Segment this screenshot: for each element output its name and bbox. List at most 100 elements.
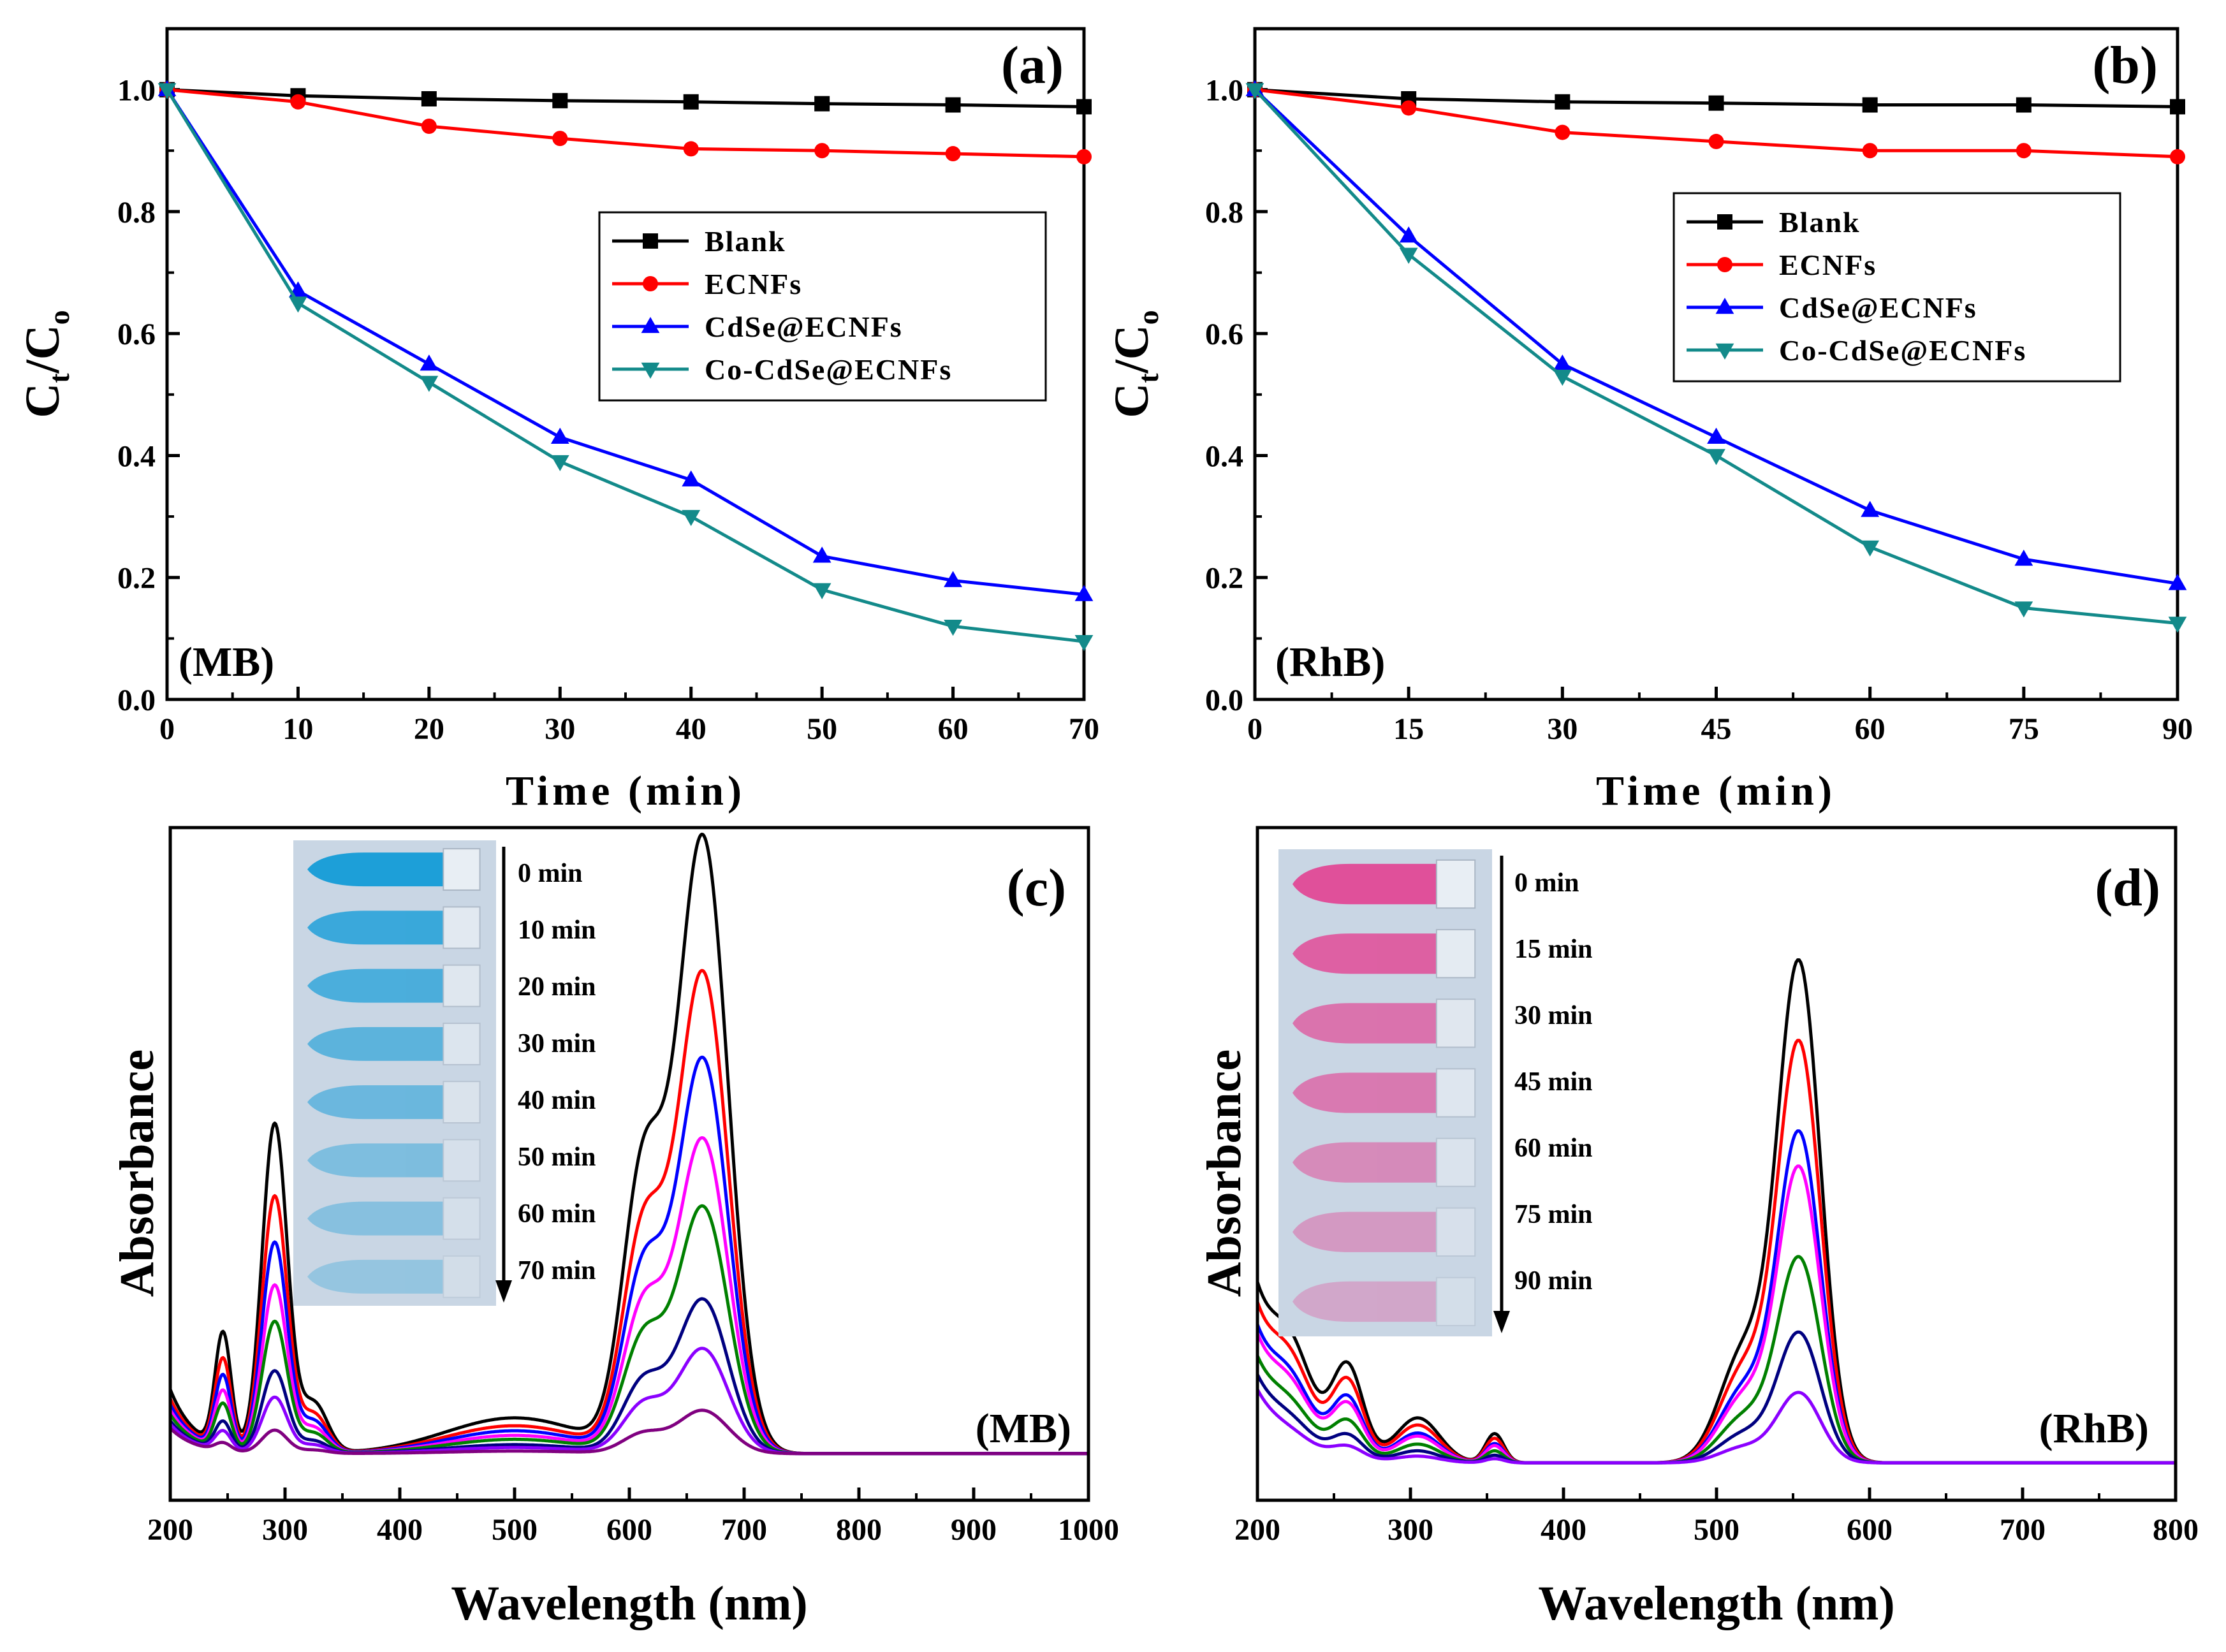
y-tick-label: 0.6 xyxy=(1205,318,1243,351)
data-point xyxy=(1401,100,1417,116)
arrow-head-icon xyxy=(495,1280,512,1303)
vial-solution xyxy=(1292,1211,1437,1252)
y-axis-title: Absorbance xyxy=(1197,1049,1251,1297)
x-tick-label: 1000 xyxy=(1058,1513,1119,1547)
data-point xyxy=(1861,540,1880,557)
x-tick-label: 800 xyxy=(836,1513,882,1547)
time-label: 45 min xyxy=(1514,1067,1593,1097)
data-point xyxy=(1245,83,1264,99)
legend-marker xyxy=(641,362,660,379)
data-point xyxy=(682,470,701,486)
x-tick-label: 50 xyxy=(807,712,837,746)
x-tick-label: 60 xyxy=(938,712,969,746)
y-tick-label: 0.0 xyxy=(1205,683,1243,717)
y-tick-label: 0.2 xyxy=(117,562,156,596)
vial-icon xyxy=(1292,998,1476,1048)
vial-solution xyxy=(1292,1003,1437,1044)
x-tick-label: 30 xyxy=(545,712,575,746)
y-title-sub-o: o xyxy=(1132,310,1164,325)
time-label: 60 min xyxy=(1514,1134,1593,1163)
data-point xyxy=(2016,143,2032,159)
data-point xyxy=(550,455,569,472)
panel-b-degradation-rhb: 0.0 0.2 0.4 0.6 0.8 1.0 0 15 30 45 60 75 90 Blank EC… xyxy=(1105,27,2193,814)
y-axis-title: Ct/Co xyxy=(16,310,75,418)
x-tick-label: 800 xyxy=(2153,1513,2199,1547)
vial-icon xyxy=(307,1139,481,1182)
x-tick-label: 30 xyxy=(1547,712,1578,746)
data-point xyxy=(1553,355,1572,371)
data-point xyxy=(944,620,962,636)
x-ticks: 200 300 400 500 600 700 800 900 1000 xyxy=(147,1488,1119,1547)
vial-solution xyxy=(307,1027,444,1061)
x-tick-label: 900 xyxy=(951,1513,997,1547)
vial-cap xyxy=(1435,859,1476,909)
vial-icon xyxy=(307,906,481,949)
data-point xyxy=(2016,97,2032,113)
x-tick-label: 75 xyxy=(2009,712,2039,746)
x-tick-label: 20 xyxy=(414,712,444,746)
vial-icon xyxy=(307,964,481,1007)
y-tick-label: 1.0 xyxy=(117,74,156,108)
vial-cap xyxy=(443,1022,481,1065)
x-tick-label: 500 xyxy=(1694,1513,1739,1547)
vial-icon xyxy=(1292,1207,1476,1257)
y-tick-label: 0.0 xyxy=(117,683,156,717)
data-point xyxy=(1074,634,1094,652)
vial-icon xyxy=(1292,859,1476,909)
vial-solution xyxy=(307,1143,444,1178)
data-point xyxy=(1861,501,1880,517)
data-point xyxy=(420,376,439,392)
legend-label: Co-CdSe@ECNFs xyxy=(705,353,952,386)
data-point xyxy=(1399,247,1418,264)
y-tick-label: 0.6 xyxy=(117,318,156,351)
panel-label: (d) xyxy=(2095,858,2160,917)
vial-cap xyxy=(443,964,481,1007)
vial-cap xyxy=(1435,1068,1476,1118)
sample-label: (RhB) xyxy=(1275,639,1385,685)
y-tick-label: 0.2 xyxy=(1205,562,1243,596)
data-point xyxy=(1555,94,1571,110)
y-axis-title: Ct/Co xyxy=(1105,310,1164,418)
x-tick-label: 45 xyxy=(1701,712,1732,746)
legend-marker xyxy=(643,233,658,249)
data-point xyxy=(683,141,699,157)
panel-label: (a) xyxy=(1001,36,1064,95)
legend-marker xyxy=(643,276,658,291)
vial-icon xyxy=(307,1022,481,1065)
data-point xyxy=(1862,97,1878,113)
vial-cap xyxy=(443,1255,481,1298)
vial-cap xyxy=(1435,998,1476,1048)
x-tick-label: 300 xyxy=(1388,1513,1433,1547)
vial-cap xyxy=(443,1081,481,1124)
vial-cap xyxy=(1435,929,1476,979)
y-tick-label: 1.0 xyxy=(1205,74,1243,108)
time-label: 90 min xyxy=(1514,1266,1593,1296)
x-axis-title: Time (min) xyxy=(506,768,745,814)
time-label: 50 min xyxy=(518,1143,596,1172)
vial-cap xyxy=(443,1139,481,1182)
data-point xyxy=(290,94,306,110)
data-point xyxy=(1076,149,1092,164)
panel-c-uvvis-mb: 0 min 10 min 20 min 30 min 40 min 50 min 60 mi… xyxy=(110,826,1119,1630)
x-tick-label: 200 xyxy=(1234,1513,1280,1547)
x-tick-label: 500 xyxy=(492,1513,538,1547)
legend-marker xyxy=(1715,298,1734,314)
time-label: 30 min xyxy=(1514,1001,1593,1030)
data-point xyxy=(157,83,177,99)
x-tick-label: 0 xyxy=(159,712,175,746)
vial-solution xyxy=(307,910,444,945)
time-label: 20 min xyxy=(518,972,596,1002)
series-line-blank xyxy=(166,88,1085,108)
data-point xyxy=(2168,617,2187,633)
legend-label: CdSe@ECNFs xyxy=(1779,291,1977,324)
data-point xyxy=(1708,95,1724,111)
x-tick-label: 15 xyxy=(1393,712,1424,746)
x-tick-label: 90 xyxy=(2162,712,2193,746)
vial-icon xyxy=(307,1081,481,1124)
data-point xyxy=(1862,143,1878,159)
y-title-slash-c: /C xyxy=(16,325,70,374)
legend-label: Blank xyxy=(1779,206,1861,238)
x-tick-label: 70 xyxy=(1069,712,1099,746)
vial-icon xyxy=(1292,1276,1476,1327)
vial-solution xyxy=(307,969,444,1003)
